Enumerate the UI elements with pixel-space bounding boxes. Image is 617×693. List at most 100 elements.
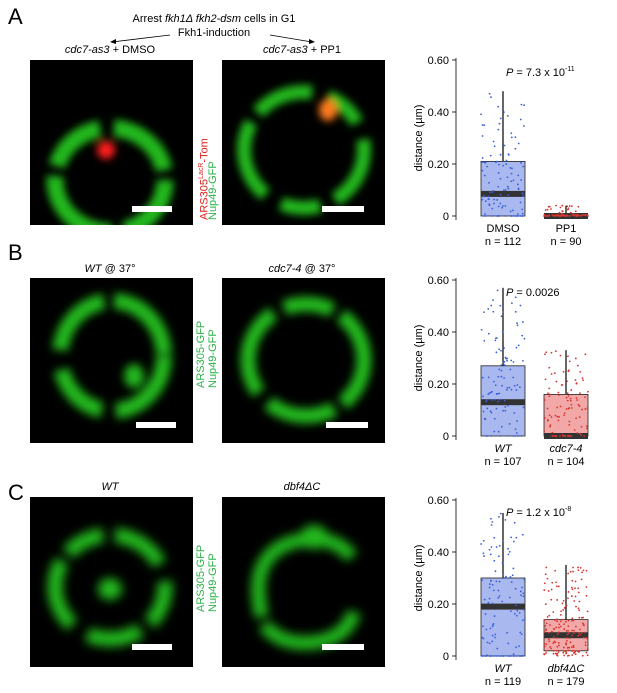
data-point <box>544 625 547 627</box>
data-point <box>506 359 508 362</box>
data-point <box>562 599 565 602</box>
data-point <box>548 387 551 390</box>
data-point <box>487 195 490 198</box>
data-point <box>485 215 488 217</box>
data-point <box>570 586 573 589</box>
data-point <box>512 540 515 543</box>
data-point <box>507 553 510 556</box>
data-point <box>574 587 576 590</box>
data-point <box>581 571 583 574</box>
channel-label-c-1: ARS305-GFP <box>195 544 207 612</box>
y-tick-label: 0.40 <box>428 327 449 339</box>
data-point <box>567 407 570 410</box>
channel-label-b: ARS305-GFP Nup49-GFP <box>195 278 219 443</box>
data-point <box>561 210 564 212</box>
data-point <box>490 304 493 307</box>
data-point <box>577 634 580 637</box>
data-point <box>481 579 483 582</box>
data-point <box>522 592 525 595</box>
data-point <box>484 655 487 657</box>
data-point <box>543 417 546 419</box>
data-point <box>568 637 571 640</box>
n-label: n = 90 <box>551 236 582 248</box>
data-point <box>495 337 498 339</box>
data-point <box>571 629 573 632</box>
data-point <box>578 405 581 407</box>
data-point <box>488 586 491 589</box>
data-point <box>513 521 516 524</box>
data-point <box>505 159 508 162</box>
data-point <box>504 406 507 408</box>
data-point <box>507 194 510 197</box>
data-point <box>564 620 567 623</box>
data-point <box>508 655 511 657</box>
data-point <box>569 397 572 400</box>
data-point <box>551 630 553 633</box>
data-point <box>512 215 515 217</box>
data-point <box>499 177 502 180</box>
median-line <box>481 399 525 406</box>
data-point <box>579 633 582 636</box>
data-point <box>497 375 500 378</box>
data-point <box>585 586 588 588</box>
data-point <box>571 588 574 591</box>
y-tick-label: 0.40 <box>428 107 449 119</box>
data-point <box>483 124 486 126</box>
data-point <box>521 212 524 215</box>
data-point <box>491 191 494 194</box>
data-point <box>514 296 517 299</box>
category-label: PP1 <box>556 223 577 235</box>
data-point <box>579 566 582 569</box>
channel-label-b-1: ARS305-GFP <box>195 320 207 388</box>
data-point <box>549 624 551 626</box>
data-point <box>560 610 563 613</box>
data-point <box>481 161 484 163</box>
y-tick-label: 0.60 <box>428 275 449 287</box>
data-point <box>544 603 547 606</box>
data-point <box>567 649 570 652</box>
data-point <box>487 332 490 335</box>
y-axis-label: distance (µm) <box>413 545 425 612</box>
data-point <box>577 566 579 569</box>
data-point <box>513 612 516 615</box>
data-point <box>582 616 585 619</box>
data-point <box>552 642 555 644</box>
data-point <box>565 637 568 639</box>
data-point <box>548 640 551 643</box>
data-point <box>485 399 488 402</box>
data-point <box>507 187 510 190</box>
data-point <box>572 570 575 573</box>
data-point <box>556 654 559 657</box>
data-point <box>483 339 486 342</box>
data-point <box>507 655 510 657</box>
data-point <box>499 193 502 196</box>
data-point <box>501 655 504 657</box>
panel-letter-b: B <box>8 240 23 265</box>
data-point <box>506 631 509 634</box>
channel-label-a-green: Nup49-GFP <box>207 161 219 220</box>
micrograph-c-dbf4 <box>222 497 385 667</box>
category-label: dbf4ΔC <box>548 663 585 675</box>
median-line <box>481 190 525 197</box>
data-point <box>553 372 556 374</box>
data-point <box>491 602 494 605</box>
data-point <box>554 641 557 644</box>
data-point <box>570 407 573 409</box>
data-point <box>522 195 525 197</box>
data-point <box>493 430 496 433</box>
data-point <box>576 399 579 401</box>
data-point <box>516 213 519 215</box>
data-point <box>489 627 492 630</box>
data-point <box>565 408 568 410</box>
data-point <box>572 646 575 649</box>
data-point <box>504 215 507 217</box>
box <box>543 394 589 437</box>
data-point <box>497 185 500 188</box>
header-arrows <box>110 34 315 44</box>
category-label: WT <box>494 663 512 675</box>
data-point <box>516 420 518 422</box>
data-point <box>563 435 566 437</box>
data-point <box>556 599 559 601</box>
data-point <box>566 646 569 649</box>
data-point <box>506 176 509 179</box>
